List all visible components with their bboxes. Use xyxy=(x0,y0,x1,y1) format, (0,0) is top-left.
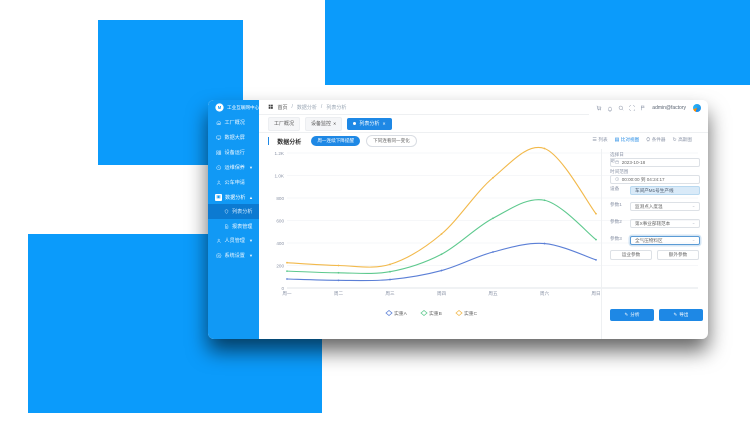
svg-text:实重B: 实重B xyxy=(429,310,442,317)
svg-text:600: 600 xyxy=(276,219,284,224)
svg-text:周四: 周四 xyxy=(437,291,447,297)
svg-text:400: 400 xyxy=(276,241,284,246)
svg-text:周五: 周五 xyxy=(488,291,498,297)
svg-text:1.2K: 1.2K xyxy=(275,151,285,156)
svg-text:周日: 周日 xyxy=(591,291,600,297)
svg-text:200: 200 xyxy=(276,264,284,269)
svg-text:1.0K: 1.0K xyxy=(275,174,285,179)
svg-text:周六: 周六 xyxy=(540,290,550,297)
svg-text:实重C: 实重C xyxy=(464,310,478,317)
svg-text:周二: 周二 xyxy=(334,291,344,297)
svg-text:周一: 周一 xyxy=(282,291,292,297)
svg-text:800: 800 xyxy=(276,196,284,201)
svg-text:周三: 周三 xyxy=(385,291,395,297)
svg-text:实重A: 实重A xyxy=(394,310,408,317)
